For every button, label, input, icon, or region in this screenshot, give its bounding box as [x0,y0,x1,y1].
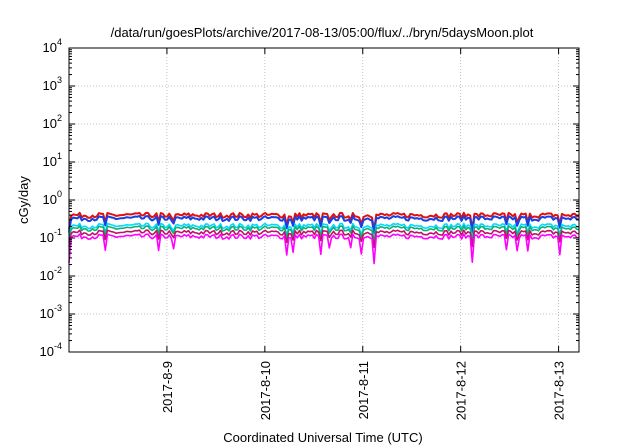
y-tick-label: 100 [43,189,62,207]
series-line [68,211,580,231]
series-line [68,222,580,242]
x-tick-label: 2017-8-11 [356,361,371,419]
y-tick-label: 103 [43,75,62,93]
y-tick-exponent: 2 [57,113,62,123]
x-tick-label: 2017-8-13 [552,361,567,420]
series-line [68,225,580,244]
x-tick-label: 2017-8-12 [454,361,469,420]
y-tick-exponent: -3 [54,303,62,313]
chart-title: /data/run/goesPlots/archive/2017-08-13/0… [111,25,534,40]
y-tick-exponent: -4 [54,341,62,351]
y-tick-exponent: 1 [57,151,62,161]
x-tick-label: 2017-8-9 [160,361,175,413]
y-tick-exponent: -1 [54,227,62,237]
y-tick-label: 10-1 [40,227,62,245]
y-tick-label: 101 [43,151,62,169]
y-tick-label: 10-4 [40,341,62,359]
y-tick-label: 10-2 [40,265,62,283]
y-tick-label: 104 [43,37,62,55]
y-tick-exponent: 0 [57,189,62,199]
series-layer [68,211,580,265]
y-tick-exponent: -2 [54,265,62,275]
y-axis-label: cGy/day [16,176,31,224]
series-line [68,229,580,248]
series-line [68,233,580,265]
x-tick-label: 2017-8-10 [258,361,273,420]
y-tick-label: 10-3 [40,303,62,321]
x-axis-label: Coordinated Universal Time (UTC) [223,430,422,445]
y-tick-exponent: 4 [57,37,62,47]
y-tick-label: 102 [43,113,62,131]
series-line [68,215,580,235]
grid-lines [69,48,579,352]
y-tick-exponent: 3 [57,75,62,85]
